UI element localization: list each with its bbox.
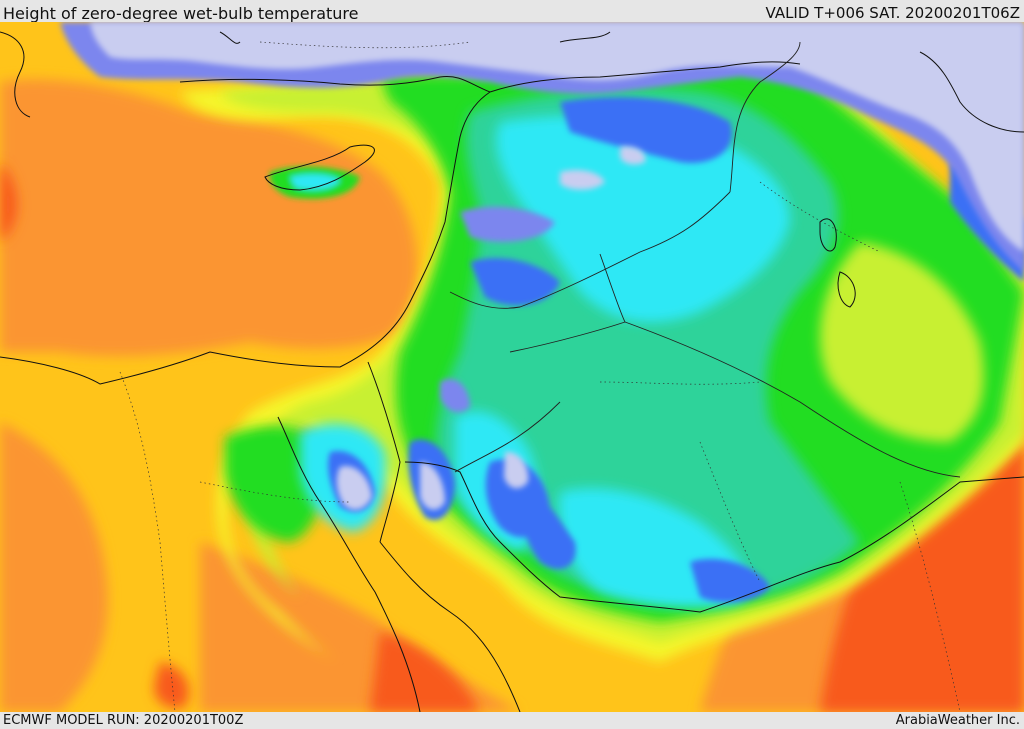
borders — [449, 41, 961, 478]
east-yellow-green — [820, 242, 984, 442]
map-title: Height of zero-degree wet-bulb temperatu… — [3, 4, 359, 23]
map-canvas — [0, 22, 1024, 712]
red-zones — [0, 162, 1024, 712]
coastlines — [0, 31, 1024, 712]
credit: ArabiaWeather Inc. — [895, 713, 1020, 728]
header-bar: Height of zero-degree wet-bulb temperatu… — [0, 0, 1024, 23]
weather-map[interactable] — [0, 22, 1024, 712]
dotted-lines — [119, 41, 961, 712]
cyprus-zone — [269, 166, 360, 199]
very-low-zones — [90, 22, 1024, 510]
footer-bar: ECMWF MODEL RUN: 20200201T00Z ArabiaWeat… — [0, 712, 1024, 729]
model-run: ECMWF MODEL RUN: 20200201T00Z — [3, 713, 244, 728]
valid-time: VALID T+006 SAT. 20200201T06Z — [765, 4, 1020, 22]
low-blue-zones — [60, 22, 1024, 413]
